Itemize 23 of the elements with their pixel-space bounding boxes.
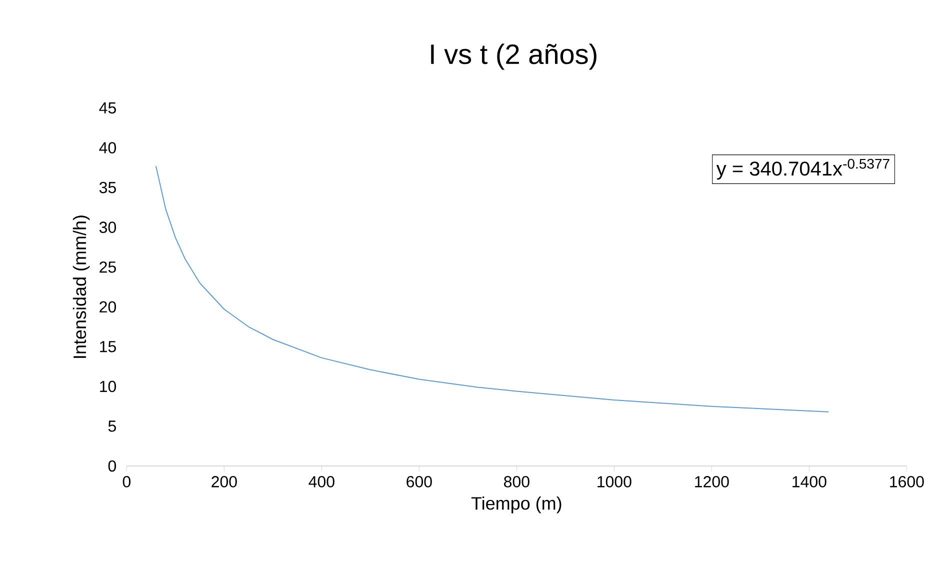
annotation: y = 340.7041x$^{-0.5377}$ xyxy=(716,158,890,180)
x-tick-label: 0 xyxy=(122,476,130,488)
x-tick-label: 600 xyxy=(406,476,432,488)
x-tick-label: 1400 xyxy=(792,476,826,488)
y-tick-label: 35 xyxy=(99,182,116,194)
chart-title: I vs t (2 años) xyxy=(431,44,596,70)
y-tick-label: 45 xyxy=(99,102,116,114)
x-tick-label: 200 xyxy=(212,476,237,488)
x-tick-label: 400 xyxy=(308,476,334,488)
y-tick-label: 15 xyxy=(100,341,116,352)
x-tick-label: 1000 xyxy=(598,476,632,488)
y-tick-label: 30 xyxy=(99,222,116,233)
y-tick-label: 5 xyxy=(108,420,116,432)
x-tick-label: 1600 xyxy=(890,476,924,488)
y-tick-label: 40 xyxy=(99,142,116,154)
x-tick-label: 800 xyxy=(504,476,530,488)
x-axis-title: Tiempo (m) xyxy=(471,496,562,514)
y-axis-title: Intensidad (mm/h) xyxy=(72,216,90,358)
x-tick-label: 1200 xyxy=(695,476,729,488)
y-tick-label: 20 xyxy=(100,301,116,313)
y-tick-label: 10 xyxy=(100,380,116,392)
y-tick-label: 0 xyxy=(108,460,116,472)
y-tick-label: 25 xyxy=(100,261,116,273)
